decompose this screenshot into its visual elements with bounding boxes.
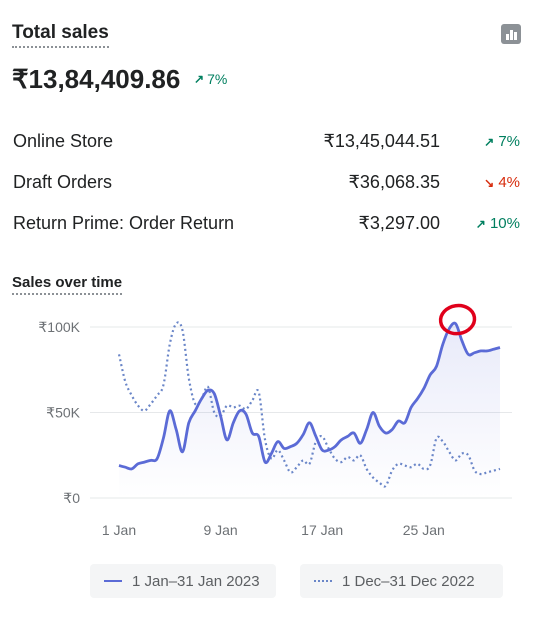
- annotation-circle: [438, 303, 477, 336]
- y-tick-label: ₹100K: [38, 319, 80, 335]
- breakdown-value-online-store: ₹13,45,044.51: [323, 131, 440, 151]
- x-tick-label: 9 Jan: [203, 522, 237, 538]
- arrow-up-icon: ↗: [484, 135, 495, 149]
- change-percent: 4%: [498, 174, 520, 191]
- legend-label: 1 Dec–31 Dec 2022: [342, 572, 475, 590]
- arrow-up-icon: ↗: [194, 72, 205, 86]
- breakdown-label-online-store: Online Store: [13, 131, 114, 151]
- total-change-percent: 7%: [207, 71, 228, 87]
- breakdown-change-draft-orders: ↘ 4%: [484, 174, 520, 191]
- y-tick-label: ₹50K: [46, 405, 80, 421]
- arrow-down-icon: ↘: [484, 176, 495, 190]
- dotted-line-swatch-icon: [314, 580, 332, 582]
- breakdown-label-draft-orders: Draft Orders: [13, 172, 113, 192]
- solid-line-swatch-icon: [104, 580, 122, 582]
- breakdown-change-online-store: ↗ 7%: [484, 133, 520, 150]
- series-line-previous[interactable]: [117, 321, 501, 488]
- series-line-current[interactable]: [118, 321, 501, 471]
- y-tick-label: ₹0: [63, 490, 80, 506]
- change-percent: 10%: [489, 215, 520, 232]
- x-tick-label: 17 Jan: [301, 522, 343, 538]
- x-tick-label: 25 Jan: [403, 522, 445, 538]
- total-sales-value: ₹13,84,409.86: [12, 64, 181, 94]
- sales-over-time-chart[interactable]: ₹100K ₹50K ₹0 1 Jan 9 Jan 17 Jan 25 Jan: [0, 300, 536, 550]
- legend-previous-period[interactable]: 1 Dec–31 Dec 2022: [300, 564, 503, 598]
- breakdown-value-return-prime: ₹3,297.00: [358, 213, 440, 233]
- legend-label: 1 Jan–31 Jan 2023: [132, 572, 260, 590]
- current-series-area: [119, 323, 500, 498]
- breakdown-value-draft-orders: ₹36,068.35: [348, 172, 440, 192]
- breakdown-label-return-prime: Return Prime: Order Return: [13, 213, 235, 233]
- change-percent: 7%: [498, 133, 520, 150]
- arrow-up-icon: ↗: [475, 217, 486, 231]
- card-title[interactable]: Total sales: [12, 22, 109, 48]
- total-change-badge: ↗ 7%: [194, 71, 227, 87]
- x-tick-label: 1 Jan: [102, 522, 136, 538]
- legend-current-period[interactable]: 1 Jan–31 Jan 2023: [90, 564, 276, 598]
- view-report-icon[interactable]: [501, 24, 521, 44]
- breakdown-change-return-prime: ↗ 10%: [476, 215, 520, 232]
- chart-title[interactable]: Sales over time: [12, 274, 123, 295]
